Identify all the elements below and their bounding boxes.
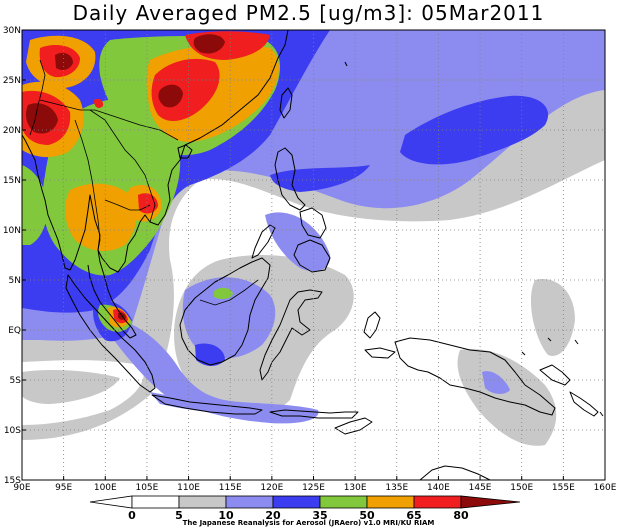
x-tick-label: 115E <box>219 483 242 493</box>
borders <box>29 59 259 306</box>
y-tick-label: 30N <box>3 26 21 36</box>
x-tick-label: 145E <box>469 483 492 493</box>
x-tick-label: 110E <box>177 483 200 493</box>
colorbar-swatch-lt5 <box>89 495 133 509</box>
y-tick-label: 25N <box>3 76 21 86</box>
field-10-20-pacific <box>530 279 575 356</box>
x-tick-label: 155E <box>552 483 575 493</box>
border-india-myanmar <box>29 59 46 136</box>
x-tick-label: 100E <box>94 483 117 493</box>
coastline-sumatra <box>65 274 156 393</box>
colorbar-swatch-65to80 <box>366 495 415 509</box>
coastline-micronesia <box>344 61 604 417</box>
coastline-malay-peninsula <box>87 249 137 339</box>
colorbar-swatch-5to10 <box>131 495 180 509</box>
colorbar-swatch-80to100 <box>413 495 462 509</box>
colorbar-swatch-10to20 <box>178 495 227 509</box>
x-tick-label: 90E <box>13 483 30 493</box>
x-tick-label: 105E <box>135 483 158 493</box>
colorbar-label: 50 <box>359 509 375 522</box>
x-tick-label: 135E <box>385 483 408 493</box>
colorbar-label: 65 <box>406 509 421 522</box>
y-axis: 30N 25N 20N 15N 10N 5N EQ 5S 10S 15S <box>3 26 26 486</box>
colorbar-swatch-50to65 <box>319 495 368 509</box>
coastline-borneo <box>179 257 271 366</box>
field-above-100-myanmar <box>26 103 58 134</box>
coastline-solomon <box>569 391 599 417</box>
map-gridlines <box>22 30 605 480</box>
field-20-35-borneo <box>182 277 276 359</box>
colorbar-label: 20 <box>265 509 281 522</box>
border-thailand-cambodia <box>104 199 151 211</box>
coastline-philippines-visayas <box>299 207 327 239</box>
coastline-hainan <box>177 144 193 159</box>
x-axis: 90E 95E 100E 105E 110E 115E 120E 125E 130E 135E 14… <box>13 476 617 493</box>
y-tick-label: 15S <box>4 476 21 486</box>
coastline-java <box>151 394 263 415</box>
colorbar-label: 80 <box>453 509 469 522</box>
field-10-20-newguinea <box>457 349 557 446</box>
y-tick-label: 15N <box>3 176 21 186</box>
colorbar: 0 5 10 20 35 50 65 80 <box>89 495 521 522</box>
map-title: Daily Averaged PM2.5 [ug/m3]: 05Mar2011 <box>72 1 545 25</box>
field-20-35-newguinea <box>482 371 510 394</box>
border-china-south <box>39 99 179 141</box>
credit-line: The Japanese Reanalysis for Aerosol (JRA… <box>182 519 435 527</box>
colorbar-swatch-20to35 <box>225 495 274 509</box>
field-80-100-laos <box>94 98 104 108</box>
y-tick-label: EQ <box>8 326 21 336</box>
coastline-halmahera <box>363 311 381 339</box>
coastline-timor <box>334 417 373 435</box>
y-tick-label: 10N <box>3 226 21 236</box>
y-tick-label: 20N <box>3 126 21 136</box>
field-50-65-west <box>22 165 48 245</box>
colorbar-label: 5 <box>175 509 183 522</box>
y-tick-label: 5S <box>10 376 22 386</box>
colorbar-label: 35 <box>312 509 327 522</box>
field-above-100-south-china <box>158 84 183 108</box>
field-above-100-china <box>193 34 225 54</box>
coastline-lesser-sunda <box>269 409 359 419</box>
colorbar-swatch-35to50 <box>272 495 321 509</box>
field-35-50-borneo <box>195 343 225 366</box>
coastline-philippines-mindanao <box>293 239 331 273</box>
x-tick-label: 95E <box>55 483 72 493</box>
x-tick-label: 140E <box>427 483 450 493</box>
field-20-35-philippines <box>265 212 331 272</box>
x-tick-label: 130E <box>344 483 367 493</box>
border-myanmar-thailand <box>74 119 101 251</box>
colorbar-swatch-gt100 <box>460 495 521 509</box>
coastline-asia-mainland <box>22 30 289 273</box>
field-65-80-thailand <box>65 183 137 252</box>
colorbar-label: 10 <box>218 509 234 522</box>
colorbar-labels: 0 5 10 20 35 50 65 80 <box>128 509 469 522</box>
x-tick-label: 125E <box>302 483 325 493</box>
coastline-new-guinea <box>394 337 556 416</box>
coastline-seram <box>364 347 396 359</box>
x-tick-label: 160E <box>594 483 617 493</box>
x-tick-label: 120E <box>260 483 283 493</box>
field-50-65-borneo-spot <box>214 287 233 299</box>
field-above-100-yunnan <box>55 52 73 71</box>
coastline-taiwan <box>279 87 293 119</box>
y-tick-label: 10S <box>4 426 21 436</box>
y-tick-label: 5N <box>9 276 21 286</box>
colorbar-label: 0 <box>128 509 136 522</box>
field-10-20-southwest <box>22 370 120 404</box>
coastline-sulawesi <box>259 289 323 381</box>
border-borneo <box>199 279 259 306</box>
coastline-palawan <box>251 224 276 259</box>
x-tick-label: 150E <box>510 483 533 493</box>
border-laos-vietnam <box>89 109 156 223</box>
